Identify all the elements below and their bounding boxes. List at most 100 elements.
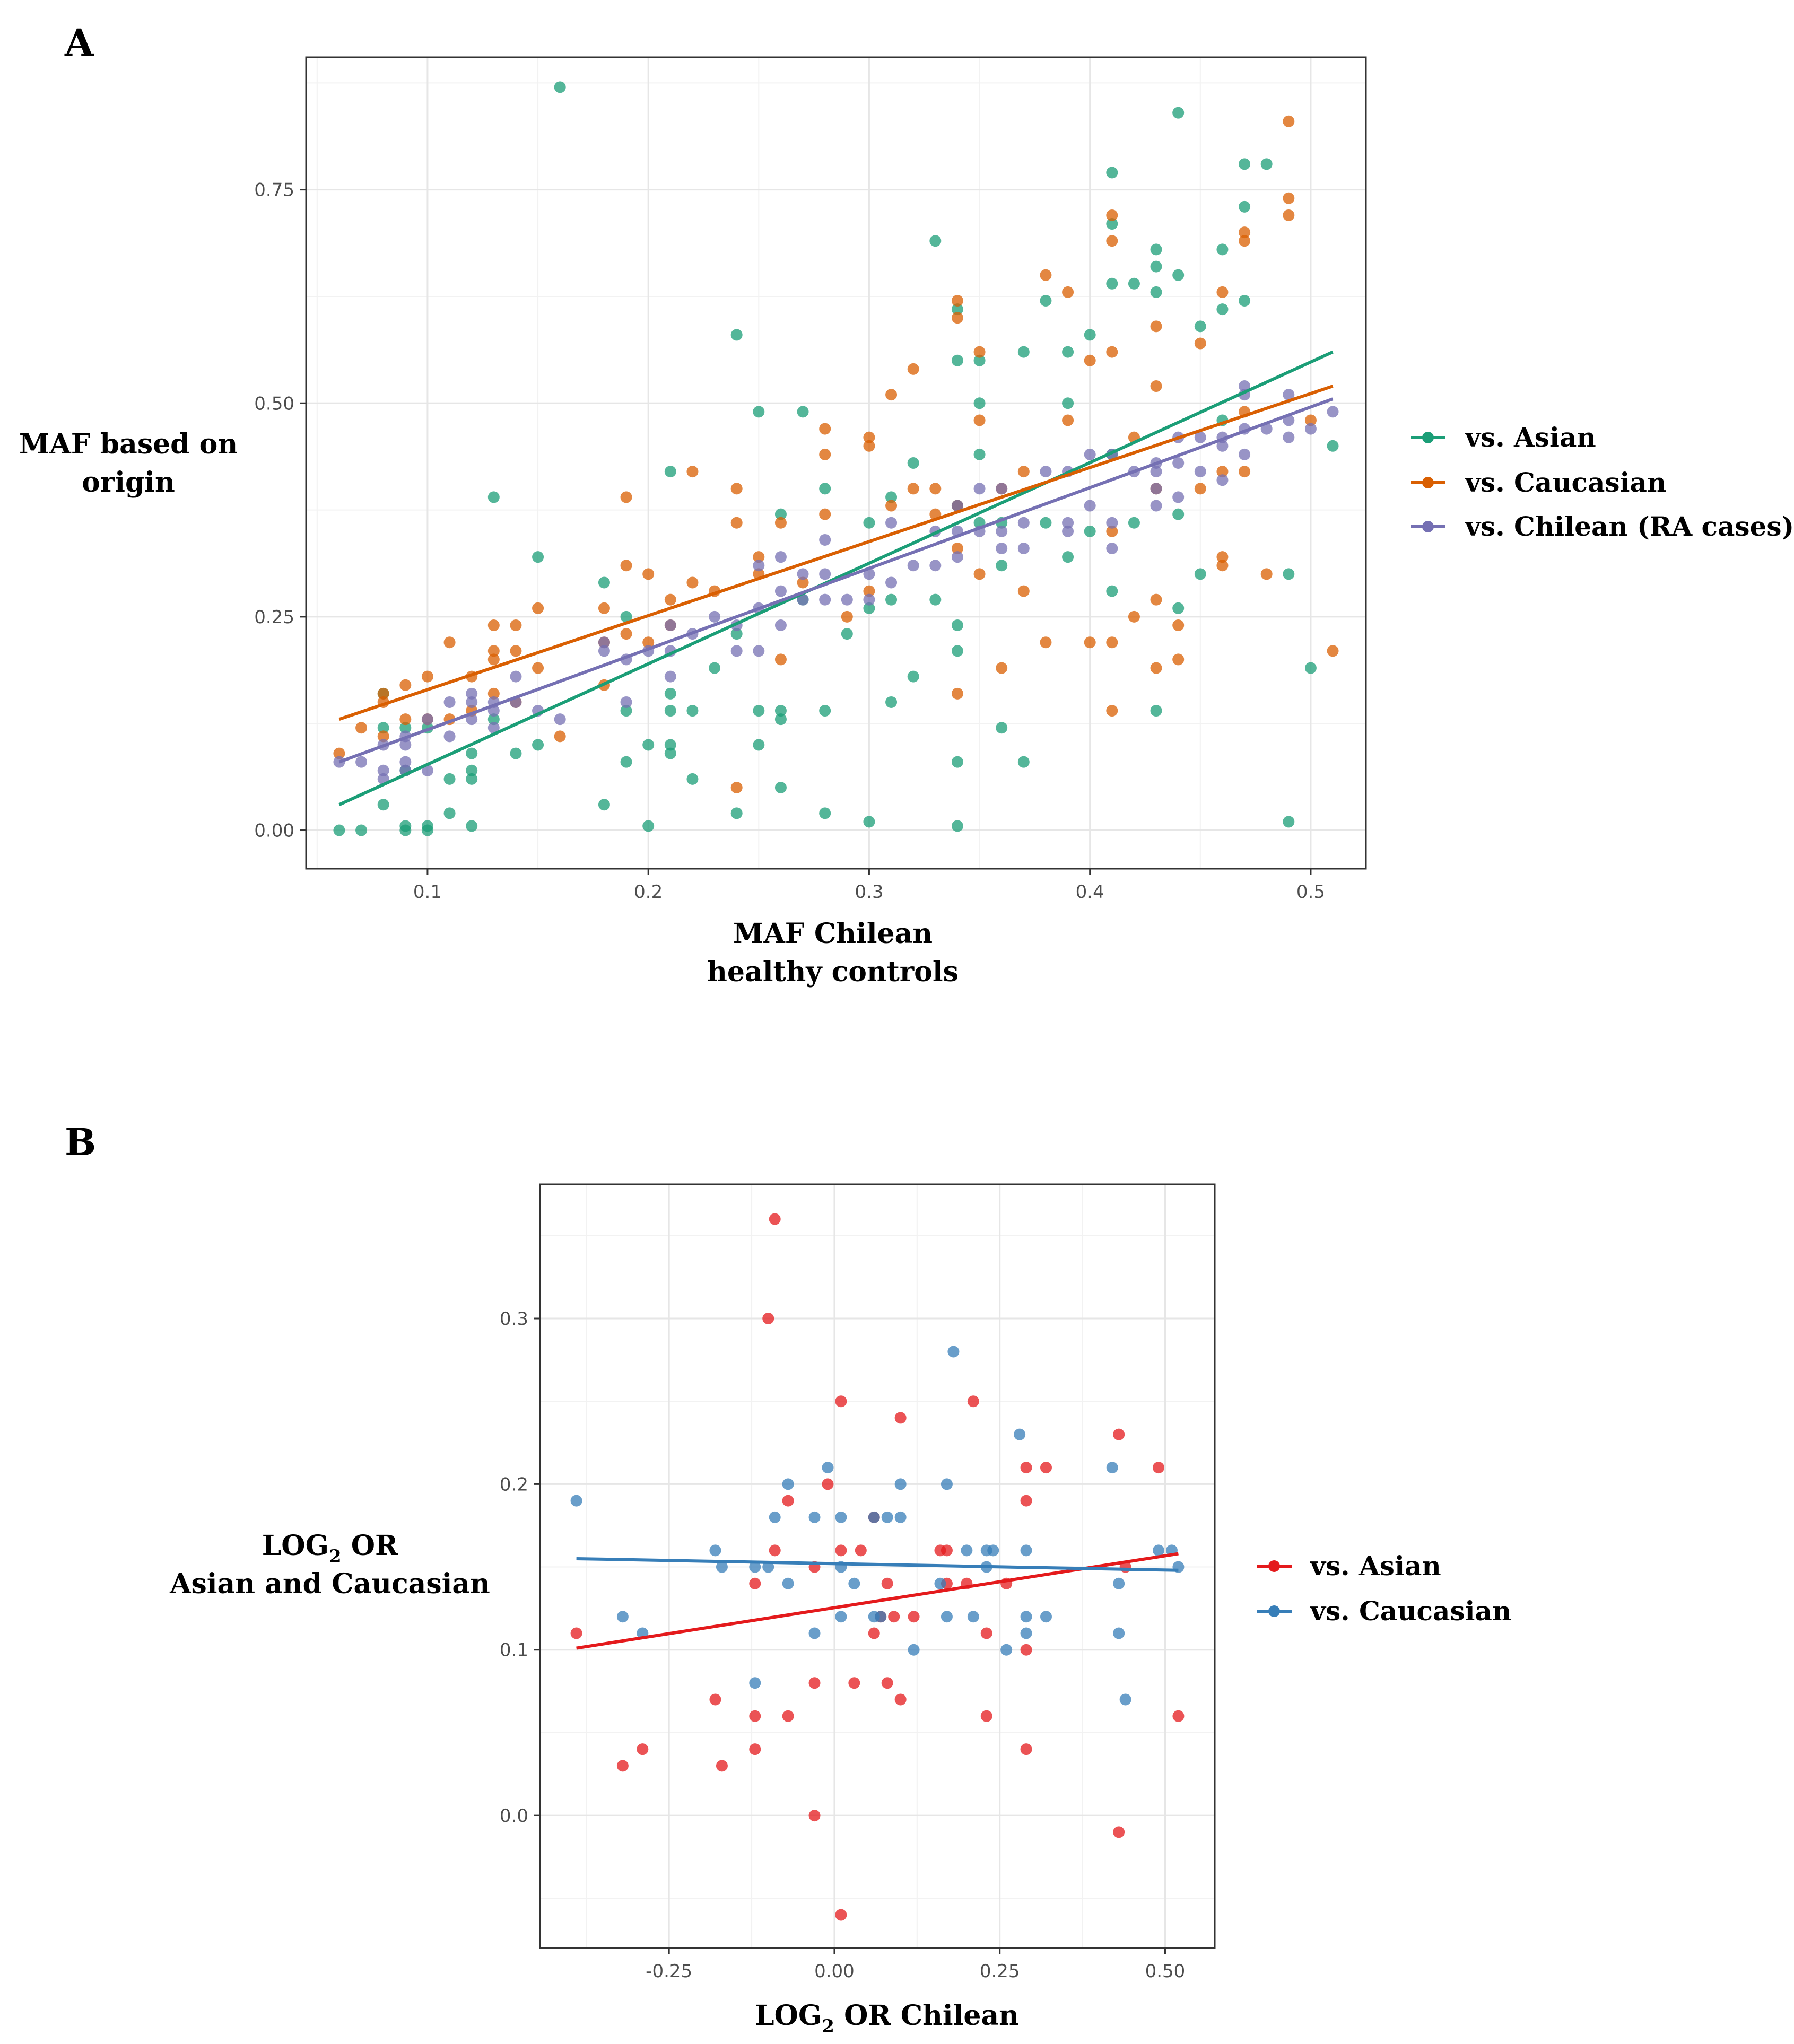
point-vs-asian-a	[929, 235, 942, 247]
point-vs-asian-b	[835, 1909, 847, 1921]
legend-marker-asian-b	[1268, 1560, 1280, 1572]
x-axis-label-a-line1: MAF Chilean	[733, 918, 933, 950]
point-vs-asian-a	[1216, 243, 1229, 256]
point-vs-chilean-ra-cases-a	[951, 500, 963, 512]
point-vs-chilean-ra-cases-a	[1150, 483, 1162, 495]
point-vs-asian-a	[1062, 551, 1074, 563]
point-vs-asian-a	[885, 696, 898, 708]
point-vs-caucasian-b	[908, 1644, 920, 1656]
point-vs-asian-a	[1172, 107, 1185, 119]
point-vs-chilean-ra-cases-a	[753, 645, 765, 657]
point-vs-asian-a	[466, 747, 478, 759]
point-vs-asian-a	[996, 722, 1008, 734]
point-vs-asian-a	[664, 687, 676, 700]
point-vs-chilean-ra-cases-a	[1194, 431, 1206, 443]
point-vs-chilean-ra-cases-a	[466, 696, 478, 708]
point-vs-asian-b	[894, 1693, 907, 1706]
point-vs-caucasian-b	[868, 1511, 880, 1523]
point-vs-chilean-ra-cases-a	[885, 517, 898, 529]
point-vs-asian-b	[894, 1412, 907, 1424]
point-vs-asian-a	[1150, 286, 1162, 298]
y-tick-label-b: 0.1	[500, 1640, 528, 1661]
legend-marker-caucasian-b	[1268, 1605, 1280, 1617]
point-vs-caucasian-a	[1327, 645, 1339, 657]
point-vs-caucasian-b	[709, 1544, 721, 1557]
point-vs-asian-a	[753, 739, 765, 751]
point-vs-asian-b	[868, 1627, 880, 1639]
point-vs-caucasian-b	[894, 1511, 907, 1523]
point-vs-caucasian-a	[973, 568, 986, 580]
point-vs-asian-a	[951, 645, 963, 657]
point-vs-chilean-ra-cases-a	[730, 645, 743, 657]
point-vs-chilean-ra-cases-a	[841, 593, 853, 606]
point-vs-asian-b	[881, 1577, 893, 1589]
point-vs-caucasian-a	[1106, 636, 1118, 649]
point-vs-caucasian-a	[951, 687, 963, 700]
trend-line-vs-chilean-ra-cases-a	[338, 397, 1334, 764]
point-vs-asian-a	[620, 705, 632, 717]
point-vs-caucasian-a	[907, 483, 919, 495]
point-vs-asian-b	[881, 1677, 893, 1689]
y-tick-label-a: 0.25	[254, 607, 294, 628]
y-axis-label-a-line1: MAF based on	[19, 428, 238, 460]
point-vs-asian-a	[355, 824, 368, 836]
point-vs-asian-b	[808, 1677, 821, 1689]
point-vs-asian-b	[908, 1611, 920, 1623]
y-axis-label-a-line2: origin	[82, 466, 175, 499]
point-vs-caucasian-a	[532, 602, 544, 614]
point-vs-caucasian-a	[642, 568, 655, 580]
point-vs-asian-a	[664, 739, 676, 751]
point-vs-caucasian-a	[620, 560, 632, 572]
trend-line-vs-caucasian-a	[338, 385, 1334, 721]
point-vs-caucasian-a	[1239, 235, 1251, 247]
x-tick-label-a: 0.2	[634, 881, 663, 903]
point-vs-chilean-ra-cases-a	[973, 483, 986, 495]
point-vs-asian-a	[885, 593, 898, 606]
point-vs-asian-a	[1150, 243, 1162, 256]
point-vs-caucasian-a	[1106, 705, 1118, 717]
point-vs-chilean-ra-cases-a	[664, 670, 676, 683]
point-vs-asian-a	[1172, 269, 1185, 281]
point-vs-caucasian-a	[1040, 636, 1052, 649]
point-vs-asian-a	[907, 457, 919, 469]
point-vs-caucasian-a	[1106, 346, 1118, 358]
point-vs-asian-a	[642, 820, 655, 832]
y-tick-label-a: 0.00	[254, 820, 294, 842]
point-vs-caucasian-b	[835, 1511, 847, 1523]
point-vs-caucasian-b	[875, 1611, 887, 1623]
point-vs-chilean-ra-cases-a	[1106, 517, 1118, 529]
x-tick-label-b: 0.25	[980, 1961, 1020, 1982]
point-vs-asian-a	[885, 491, 898, 503]
point-vs-asian-b	[1153, 1462, 1164, 1474]
point-vs-asian-a	[333, 824, 345, 836]
point-vs-chilean-ra-cases-a	[399, 756, 412, 768]
point-vs-caucasian-a	[377, 687, 389, 700]
point-vs-chilean-ra-cases-a	[819, 593, 831, 606]
point-vs-caucasian-a	[399, 679, 412, 691]
point-vs-asian-a	[1216, 303, 1229, 316]
point-vs-asian-a	[487, 713, 500, 726]
y-tick-label-a: 0.75	[254, 180, 294, 201]
point-vs-caucasian-a	[819, 448, 831, 460]
point-vs-caucasian-a	[1283, 209, 1295, 221]
point-vs-asian-a	[973, 397, 986, 409]
point-vs-caucasian-b	[808, 1511, 821, 1523]
point-vs-asian-a	[1017, 756, 1030, 768]
point-vs-caucasian-b	[1020, 1627, 1032, 1639]
point-vs-asian-a	[1283, 816, 1295, 828]
x-tick-label-b: 0.00	[814, 1961, 855, 1982]
point-vs-chilean-ra-cases-a	[510, 670, 522, 683]
point-vs-asian-b	[749, 1743, 761, 1755]
point-vs-chilean-ra-cases-a	[620, 696, 632, 708]
point-vs-caucasian-a	[1040, 269, 1052, 281]
point-vs-caucasian-a	[487, 619, 500, 631]
point-vs-caucasian-b	[987, 1544, 999, 1557]
point-vs-caucasian-a	[973, 414, 986, 426]
point-vs-asian-a	[377, 799, 389, 811]
panel-label-b: B	[65, 1120, 96, 1164]
point-vs-asian-b	[570, 1627, 582, 1639]
point-vs-chilean-ra-cases-a	[466, 713, 478, 726]
point-vs-asian-a	[532, 739, 544, 751]
point-vs-caucasian-a	[973, 346, 986, 358]
point-vs-caucasian-b	[762, 1561, 774, 1573]
